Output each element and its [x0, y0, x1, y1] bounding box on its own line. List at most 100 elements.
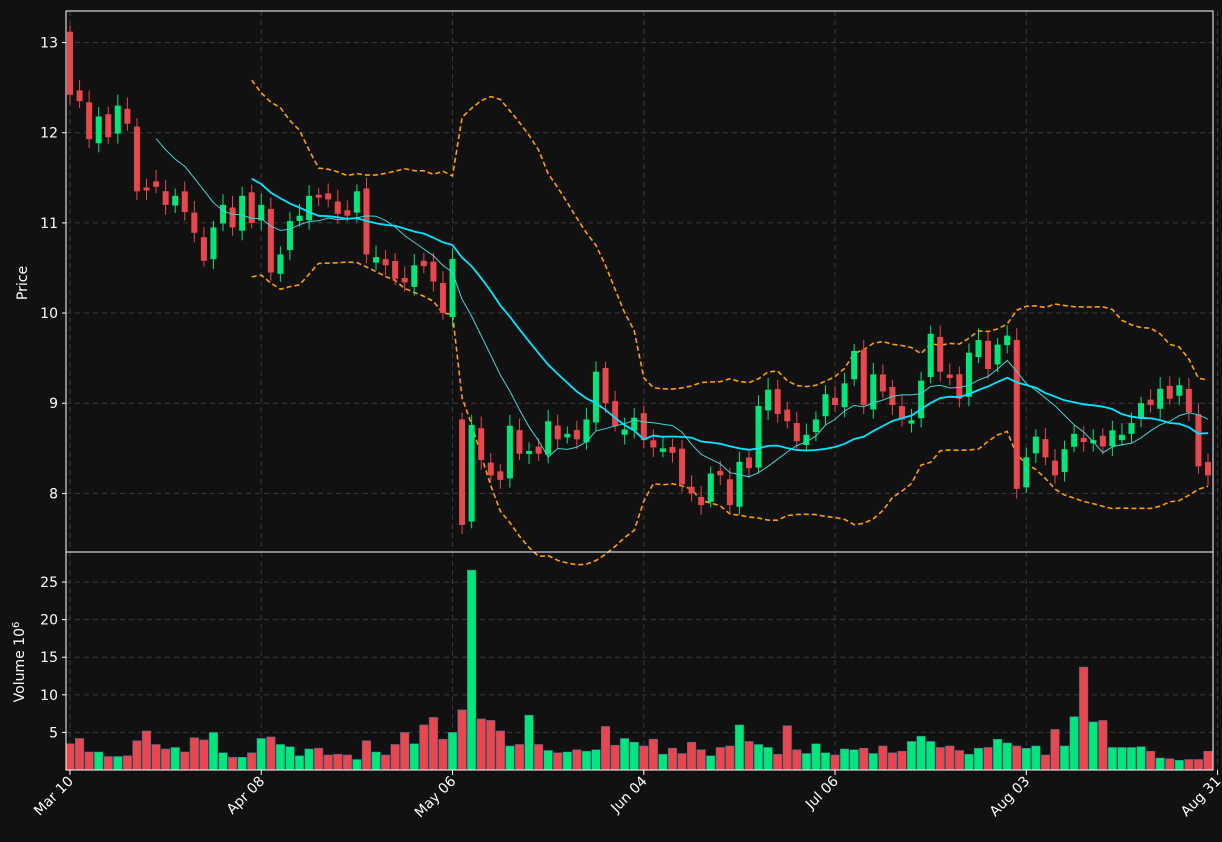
candle-body: [353, 191, 360, 213]
candle-body: [650, 440, 657, 448]
price-tick-label: 12: [40, 126, 58, 142]
volume-bar: [830, 754, 840, 771]
candle-body: [124, 108, 131, 124]
candle-body: [1166, 385, 1173, 399]
candle-body: [191, 212, 198, 233]
volume-bar: [993, 738, 1003, 771]
candle-body: [315, 194, 322, 198]
candle-body: [545, 421, 552, 455]
volume-bar: [744, 741, 754, 771]
candle-body: [554, 425, 561, 440]
volume-bar: [610, 744, 620, 771]
volume-bar: [600, 726, 611, 771]
candle-body: [1185, 388, 1192, 413]
volume-bar: [1155, 757, 1165, 771]
candle-body: [420, 260, 427, 267]
candle-body: [267, 208, 274, 273]
grid-lines: [66, 11, 1219, 770]
volume-tick-label: 20: [40, 613, 58, 629]
volume-axis-label: Volume 106: [11, 622, 29, 703]
candle-body: [573, 430, 580, 440]
candle-body: [344, 210, 351, 216]
volume-bar: [1012, 745, 1022, 771]
volume-bar: [1021, 747, 1031, 771]
candle-body: [1004, 335, 1011, 346]
candle-body: [210, 227, 217, 260]
candle-body: [1157, 388, 1164, 409]
candle-body: [851, 350, 858, 380]
volume-bar: [811, 743, 821, 771]
candle-body: [1195, 414, 1202, 467]
volume-bar: [141, 730, 152, 771]
volume-bar: [868, 753, 878, 771]
volume-bar: [237, 756, 247, 771]
volume-bar: [926, 741, 936, 771]
volume-bar: [228, 756, 238, 771]
volume-bar: [113, 756, 123, 771]
candle-body: [908, 420, 915, 424]
candle-body: [277, 254, 284, 274]
volume-bar: [629, 741, 639, 771]
volume-bar: [294, 755, 305, 771]
volume-bar: [1136, 746, 1146, 771]
candle-body: [535, 446, 542, 454]
volume-bar: [820, 752, 831, 771]
volume-bar: [467, 569, 477, 771]
volume-bar: [524, 714, 534, 771]
moving-averages: [155, 138, 1209, 478]
candle-body: [564, 433, 571, 438]
price-axis-label: Price: [15, 266, 31, 300]
volume-bar: [457, 709, 467, 771]
volume-bar: [859, 747, 869, 771]
candle-body: [411, 265, 418, 287]
volume-bar: [734, 724, 744, 771]
volume-bar: [180, 751, 190, 771]
volume-bar: [438, 738, 448, 771]
volume-bar: [878, 745, 888, 771]
volume-bar: [620, 738, 630, 771]
price-tick-label: 11: [40, 216, 58, 232]
candle-body: [220, 204, 227, 224]
volume-bars: [65, 569, 1213, 771]
candle-body: [870, 374, 877, 410]
candle-body: [832, 397, 839, 406]
volume-bar: [495, 730, 505, 771]
volume-bar: [887, 752, 897, 771]
volume-bar: [476, 718, 486, 771]
candle-body: [841, 383, 848, 408]
candle-body: [1176, 385, 1183, 396]
volume-bar: [1031, 745, 1041, 771]
volume-bar: [486, 720, 496, 771]
candle-body: [439, 282, 446, 314]
candle-body: [765, 389, 772, 411]
candle-body: [1032, 436, 1039, 454]
candle-body: [306, 195, 313, 221]
volume-bar: [352, 759, 362, 771]
candle-body: [803, 434, 810, 445]
volume-bar: [333, 753, 343, 771]
candle-body: [114, 105, 121, 134]
candle-body: [401, 277, 408, 283]
candle-body: [296, 215, 303, 221]
candle-body: [67, 31, 73, 95]
volume-bar: [658, 753, 668, 771]
volume-bar: [1040, 754, 1050, 771]
volume-bar: [266, 736, 276, 771]
volume-bar: [447, 732, 458, 771]
candle-body: [860, 349, 867, 406]
candle-body: [946, 374, 953, 378]
candle-body: [459, 419, 466, 525]
volume-bar: [973, 747, 984, 771]
volume-bar: [1174, 759, 1184, 771]
volume-bar: [725, 745, 735, 771]
candle-body: [583, 419, 590, 443]
volume-bar: [514, 744, 525, 771]
candle-body: [449, 258, 456, 318]
volume-bar: [400, 732, 410, 771]
volume-bar: [75, 738, 85, 771]
candle-body: [774, 389, 781, 415]
candle-body: [1051, 460, 1058, 476]
volume-bar: [1107, 747, 1117, 771]
candle-body: [1023, 457, 1030, 488]
